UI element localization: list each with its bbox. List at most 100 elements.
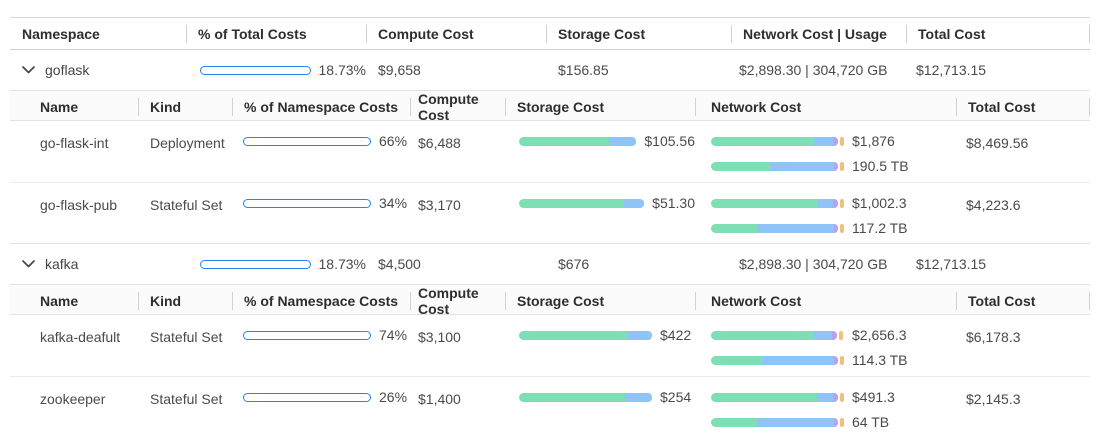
- network-usage-value: 190.5 TB: [852, 158, 909, 174]
- network-usage-value: 117.2 TB: [852, 220, 908, 236]
- workload-total-cost: $2,145.3: [966, 391, 1021, 407]
- namespace-group-goflask: goflask 18.73% $9,658 $156.85 $2,898.30 …: [10, 50, 1090, 244]
- workload-storage-cell: $422: [505, 315, 695, 343]
- workload-kind: Stateful Set: [150, 329, 223, 345]
- namespace-storage-cost: $156.85: [558, 62, 609, 78]
- namespace-row-goflask[interactable]: goflask 18.73% $9,658 $156.85 $2,898.30 …: [10, 50, 1090, 90]
- header-pct-namespace-costs: % of Namespace Costs: [232, 91, 410, 123]
- workload-table-header: Name Kind % of Namespace Costs Compute C…: [10, 90, 1090, 123]
- workload-table-header: Name Kind % of Namespace Costs Compute C…: [10, 284, 1090, 317]
- storage-cost-value: $105.56: [644, 133, 695, 149]
- network-cost-bar: [711, 198, 844, 208]
- header-namespace: Namespace: [22, 25, 100, 42]
- storage-cost-bar: [519, 392, 652, 402]
- workload-row-go-flask-int[interactable]: go-flask-int Deployment 66% $6,488 $105.…: [10, 121, 1090, 182]
- header-pct-total-costs: % of Total Costs: [186, 18, 366, 49]
- pct-total-costs-value: 18.73%: [318, 256, 366, 272]
- namespace-row-kafka[interactable]: kafka 18.73% $4,500 $676 $2,898.30 | 304…: [10, 244, 1090, 284]
- namespace-name: kafka: [45, 256, 79, 272]
- workload-name: go-flask-int: [40, 135, 109, 151]
- workload-total-cost: $4,223.6: [966, 197, 1021, 213]
- storage-cost-value: $51.30: [652, 195, 695, 211]
- header-compute-cost: Compute Cost: [410, 285, 505, 317]
- network-cost-bar: [711, 392, 844, 402]
- workload-network-cell: $491.3 64 TB: [695, 377, 956, 430]
- network-usage-bar: [711, 223, 844, 233]
- header-total-cost: Total Cost: [956, 91, 1090, 123]
- workload-storage-cell: $105.56: [505, 121, 695, 149]
- storage-cost-value: $254: [660, 389, 692, 405]
- pct-namespace-costs-bar: [243, 198, 371, 208]
- workload-pct-cell: 34%: [232, 183, 410, 211]
- namespace-name: goflask: [45, 62, 90, 78]
- workload-pct-cell: 74%: [232, 315, 410, 343]
- pct-namespace-costs-value: 74%: [379, 327, 408, 343]
- header-pct-namespace-costs: % of Namespace Costs: [232, 285, 410, 317]
- namespace-compute-cost: $9,658: [378, 62, 421, 78]
- namespace-compute-cost: $4,500: [378, 256, 421, 272]
- header-name: Name: [40, 293, 79, 309]
- network-usage-value: 64 TB: [852, 414, 890, 430]
- header-storage-cost: Storage Cost: [505, 91, 695, 123]
- pct-namespace-costs-value: 34%: [379, 195, 408, 211]
- workload-total-cost: $6,178.3: [966, 329, 1021, 345]
- header-total-cost: Total Cost: [956, 285, 1090, 317]
- storage-cost-bar: [519, 198, 645, 208]
- network-cost-value: $1,876: [852, 133, 895, 149]
- workload-kind: Deployment: [150, 135, 225, 151]
- header-name: Name: [40, 99, 79, 115]
- workload-network-cell: $1,876 190.5 TB: [695, 121, 956, 174]
- namespace-group-kafka: kafka 18.73% $4,500 $676 $2,898.30 | 304…: [10, 244, 1090, 437]
- network-usage-bar: [711, 355, 844, 365]
- storage-cost-bar: [519, 136, 637, 146]
- header-network-cost: Network Cost: [695, 91, 956, 123]
- workload-storage-cell: $254: [505, 377, 695, 405]
- network-cost-value: $1,002.3: [852, 195, 907, 211]
- workload-kind: Stateful Set: [150, 391, 223, 407]
- namespace-pct-cell: 18.73%: [186, 62, 366, 78]
- chevron-down-icon[interactable]: [22, 66, 35, 74]
- workload-compute-cost: $1,400: [418, 391, 461, 407]
- workload-name: zookeeper: [40, 391, 106, 407]
- workload-row-kafka-deafult[interactable]: kafka-deafult Stateful Set 74% $3,100 $4…: [10, 315, 1090, 376]
- namespace-name-cell: goflask: [10, 62, 186, 78]
- header-compute-cost: Compute Cost: [410, 91, 505, 123]
- namespace-network-cost-usage: $2,898.30 | 304,720 GB: [739, 62, 888, 78]
- pct-namespace-costs-value: 26%: [379, 389, 408, 405]
- network-usage-bar: [711, 161, 844, 171]
- pct-namespace-costs-value: 66%: [379, 133, 408, 149]
- namespace-pct-cell: 18.73%: [186, 256, 366, 272]
- pct-total-costs-bar: [200, 65, 311, 75]
- workload-kind: Stateful Set: [150, 197, 223, 213]
- cost-table: Namespace % of Total Costs Compute Cost …: [10, 17, 1090, 437]
- workload-network-cell: $1,002.3 117.2 TB: [695, 183, 956, 236]
- workload-storage-cell: $51.30: [505, 183, 695, 211]
- header-kind: Kind: [138, 91, 232, 123]
- workload-compute-cost: $3,170: [418, 197, 461, 213]
- namespace-network-cost-usage: $2,898.30 | 304,720 GB: [739, 256, 888, 272]
- header-kind: Kind: [138, 285, 232, 317]
- storage-cost-value: $422: [660, 327, 692, 343]
- workload-row-go-flask-pub[interactable]: go-flask-pub Stateful Set 34% $3,170 $51…: [10, 182, 1090, 243]
- namespace-storage-cost: $676: [558, 256, 590, 272]
- network-cost-bar: [711, 330, 844, 340]
- network-cost-value: $2,656.3: [852, 327, 907, 343]
- namespace-total-cost: $12,713.15: [916, 256, 987, 272]
- pct-total-costs-value: 18.73%: [318, 62, 366, 78]
- pct-namespace-costs-bar: [243, 330, 371, 340]
- storage-cost-bar: [519, 330, 652, 340]
- workload-row-zookeeper[interactable]: zookeeper Stateful Set 26% $1,400 $254 $…: [10, 376, 1090, 437]
- workload-network-cell: $2,656.3 114.3 TB: [695, 315, 956, 368]
- header-storage-cost: Storage Cost: [505, 285, 695, 317]
- workload-name: kafka-deafult: [40, 329, 121, 345]
- network-cost-value: $491.3: [852, 389, 895, 405]
- namespace-table-header: Namespace % of Total Costs Compute Cost …: [10, 17, 1090, 50]
- workload-total-cost: $8,469.56: [966, 135, 1029, 151]
- pct-namespace-costs-bar: [243, 392, 371, 402]
- header-network-cost: Network Cost: [695, 285, 956, 317]
- workload-pct-cell: 26%: [232, 377, 410, 405]
- workload-name: go-flask-pub: [40, 197, 118, 213]
- workload-compute-cost: $6,488: [418, 135, 461, 151]
- header-storage-cost: Storage Cost: [546, 18, 731, 49]
- chevron-down-icon[interactable]: [22, 260, 35, 268]
